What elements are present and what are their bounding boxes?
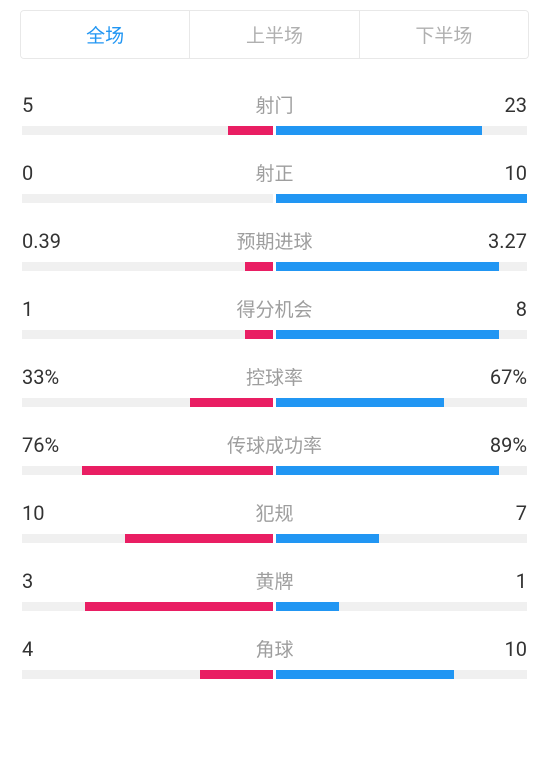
bar-track-left [22,126,273,135]
stat-header: 0射正10 [22,159,527,186]
bar-fill-left [85,602,273,611]
stat-right-value: 7 [477,501,527,525]
period-tabs: 全场上半场下半场 [20,10,529,59]
stat-row: 0射正10 [22,135,527,203]
stat-bars [22,398,527,407]
stat-row: 4角球10 [22,611,527,679]
stat-bars [22,262,527,271]
bar-track-right [276,670,527,679]
bar-track-right [276,602,527,611]
tab-0[interactable]: 全场 [21,11,189,58]
stat-label: 犯规 [72,499,477,526]
stat-left-value: 0.39 [22,229,72,253]
stat-row: 5射门23 [22,67,527,135]
bar-track-left [22,262,273,271]
bar-track-right [276,466,527,475]
bar-track-left [22,534,273,543]
bar-track-right [276,194,527,203]
stat-header: 5射门23 [22,91,527,118]
stats-container: 5射门230射正100.39预期进球3.271得分机会833%控球率67%76%… [0,67,549,679]
bar-track-left [22,466,273,475]
bar-track-right [276,534,527,543]
stat-bars [22,534,527,543]
stat-left-value: 76% [22,433,72,457]
stat-bars [22,330,527,339]
stat-left-value: 3 [22,569,72,593]
stat-header: 76%传球成功率89% [22,431,527,458]
stat-label: 控球率 [72,363,477,390]
stat-header: 0.39预期进球3.27 [22,227,527,254]
stat-row: 3黄牌1 [22,543,527,611]
stat-right-value: 8 [477,297,527,321]
bar-track-left [22,194,273,203]
bar-fill-left [200,670,273,679]
stat-row: 33%控球率67% [22,339,527,407]
stat-label: 预期进球 [72,227,477,254]
stat-left-value: 33% [22,365,72,389]
bar-fill-left [82,466,273,475]
stat-row: 10犯规7 [22,475,527,543]
stat-row: 1得分机会8 [22,271,527,339]
tab-2[interactable]: 下半场 [359,11,528,58]
bar-fill-left [245,330,273,339]
bar-fill-right [276,262,499,271]
stat-bars [22,670,527,679]
bar-fill-left [125,534,273,543]
stat-bars [22,466,527,475]
stat-row: 0.39预期进球3.27 [22,203,527,271]
bar-fill-right [276,126,482,135]
stat-right-value: 10 [477,161,527,185]
stat-left-value: 1 [22,297,72,321]
stat-right-value: 10 [477,637,527,661]
bar-fill-right [276,466,499,475]
bar-fill-left [228,126,273,135]
bar-track-right [276,398,527,407]
stat-label: 射门 [72,91,477,118]
stat-header: 3黄牌1 [22,567,527,594]
bar-fill-left [190,398,273,407]
stat-header: 10犯规7 [22,499,527,526]
bar-fill-right [276,670,454,679]
stat-right-value: 67% [477,365,527,389]
bar-track-left [22,398,273,407]
stat-label: 黄牌 [72,567,477,594]
bar-fill-right [276,194,527,203]
bar-track-right [276,330,527,339]
bar-fill-right [276,398,444,407]
bar-fill-left [245,262,273,271]
stat-right-value: 3.27 [477,229,527,253]
bar-track-left [22,670,273,679]
bar-track-left [22,330,273,339]
stat-header: 1得分机会8 [22,295,527,322]
stat-label: 传球成功率 [72,431,477,458]
stat-row: 76%传球成功率89% [22,407,527,475]
stat-right-value: 23 [477,93,527,117]
bar-track-left [22,602,273,611]
stat-left-value: 4 [22,637,72,661]
stat-label: 角球 [72,635,477,662]
bar-track-right [276,262,527,271]
stat-right-value: 1 [477,569,527,593]
stat-bars [22,194,527,203]
stat-bars [22,126,527,135]
stat-label: 射正 [72,159,477,186]
tab-1[interactable]: 上半场 [189,11,358,58]
bar-fill-right [276,534,379,543]
stat-bars [22,602,527,611]
stat-left-value: 5 [22,93,72,117]
stat-left-value: 10 [22,501,72,525]
stat-left-value: 0 [22,161,72,185]
stat-right-value: 89% [477,433,527,457]
stat-header: 33%控球率67% [22,363,527,390]
bar-track-right [276,126,527,135]
bar-fill-right [276,330,499,339]
stat-header: 4角球10 [22,635,527,662]
bar-fill-right [276,602,339,611]
stat-label: 得分机会 [72,295,477,322]
